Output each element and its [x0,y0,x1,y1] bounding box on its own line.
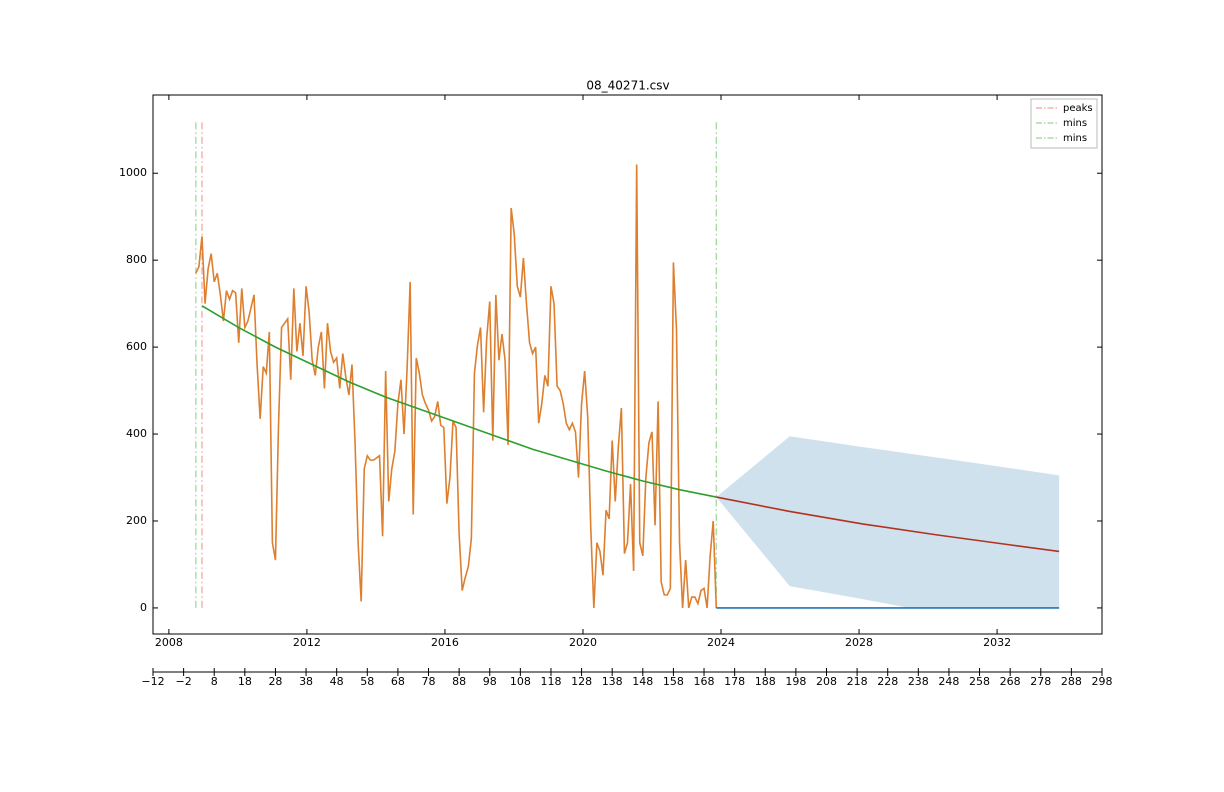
x-tick-label: 278 [1030,675,1051,688]
x-tick-label: 28 [268,675,282,688]
x-tick-label: 238 [908,675,929,688]
x-tick-label: 8 [211,675,218,688]
plot-frame [152,94,1103,635]
x-tick-label: 148 [632,675,653,688]
legend-label: mins [1063,118,1087,129]
x-tick-label: 268 [1000,675,1021,688]
x-tick-label: 138 [602,675,623,688]
x-tick-label: 168 [694,675,715,688]
x2-tick-label: 2020 [569,636,597,649]
x2-tick-label: 2012 [293,636,321,649]
x2-tick-label: 2032 [983,636,1011,649]
x2-tick-label: 2016 [431,636,459,649]
x-tick-label: 108 [510,675,531,688]
series-line [195,164,718,609]
x-tick-label: 178 [724,675,745,688]
x-tick-label: 208 [816,675,837,688]
x-tick-label: 18 [238,675,252,688]
confidence-band [716,436,1060,608]
x-tick-label: 188 [755,675,776,688]
x-tick-label: 38 [299,675,313,688]
x-tick-label: 218 [847,675,868,688]
x-tick-label: 248 [938,675,959,688]
x-tick-label: 58 [360,675,374,688]
y-tick-label: 0 [140,601,147,614]
x-tick-label: 128 [571,675,592,688]
x-tick-label: 158 [663,675,684,688]
x2-tick-label: 2028 [845,636,873,649]
x-tick-label: 228 [877,675,898,688]
x-tick-label: 118 [540,675,561,688]
legend-label: mins [1063,133,1087,144]
x-tick-label: 298 [1092,675,1113,688]
y-tick-label: 200 [126,514,147,527]
x-tick-label: 288 [1061,675,1082,688]
x-tick-label: 258 [969,675,990,688]
y-tick-label: 600 [126,340,147,353]
x2-tick-label: 2024 [707,636,735,649]
x-tick-label: 78 [422,675,436,688]
x-tick-label: 198 [785,675,806,688]
x2-tick-label: 2008 [155,636,183,649]
chart-title: 08_40271.csv [586,79,669,93]
x-tick-label: 98 [483,675,497,688]
series-line [201,305,717,498]
x-tick-label: 48 [330,675,344,688]
x-tick-label: −12 [141,675,164,688]
x-tick-label: 68 [391,675,405,688]
legend-label: peaks [1063,103,1093,114]
y-tick-label: 1000 [119,166,147,179]
series-line [716,496,1060,553]
y-tick-label: 400 [126,427,147,440]
y-tick-label: 800 [126,253,147,266]
x-tick-label: 88 [452,675,466,688]
x-tick-label: −2 [176,675,192,688]
